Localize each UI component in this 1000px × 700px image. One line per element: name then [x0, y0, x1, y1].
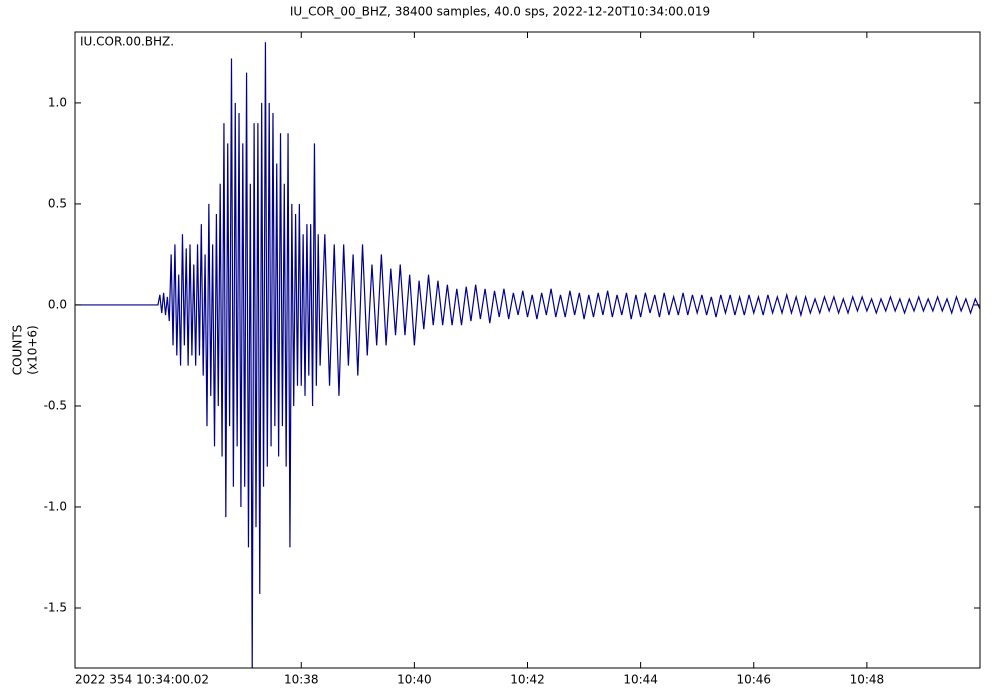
x-tick-label: 10:48: [850, 673, 885, 687]
station-label: IU.COR.00.BHZ.: [80, 35, 174, 49]
x-tick-label: 10:38: [284, 673, 319, 687]
y-tick-label: -1.5: [44, 600, 67, 614]
y-tick-label: -0.5: [44, 398, 67, 412]
y-tick-label: -1.0: [44, 499, 67, 513]
x-tick-label: 10:46: [736, 673, 771, 687]
x-tick-label: 2022 354 10:34:00.02: [75, 673, 209, 687]
y-tick-label: 0.5: [48, 196, 67, 210]
y-tick-label: 1.0: [48, 95, 67, 109]
x-tick-label: 10:44: [623, 673, 658, 687]
x-tick-label: 10:42: [510, 673, 545, 687]
plot-area: [75, 42, 980, 668]
y-tick-label: 0.0: [48, 297, 67, 311]
y-axis-label: (x10+6): [26, 325, 40, 374]
waveform: [75, 42, 980, 668]
y-axis-label: COUNTS: [11, 325, 25, 376]
x-tick-label: 10:40: [397, 673, 432, 687]
chart-title: IU_COR_00_BHZ, 38400 samples, 40.0 sps, …: [290, 5, 710, 19]
